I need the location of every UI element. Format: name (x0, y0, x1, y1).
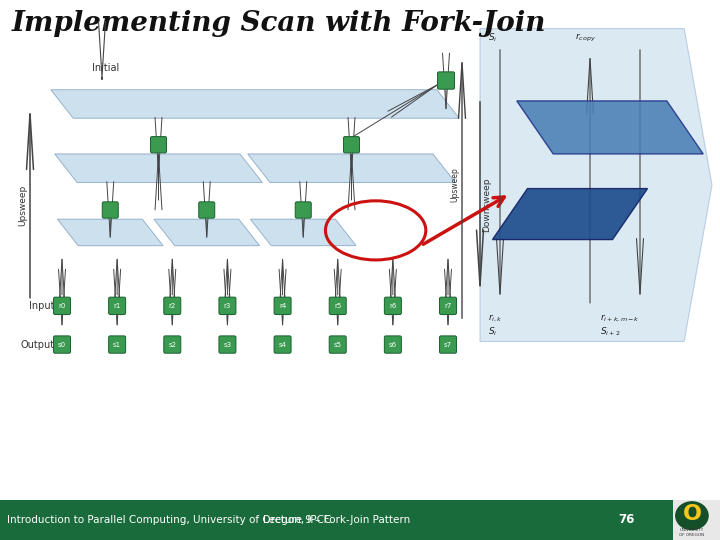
Text: Output: Output (21, 340, 55, 349)
FancyBboxPatch shape (384, 336, 401, 353)
Polygon shape (58, 219, 163, 246)
FancyBboxPatch shape (274, 297, 291, 314)
Polygon shape (517, 101, 703, 154)
Text: s4: s4 (279, 342, 287, 348)
FancyBboxPatch shape (329, 297, 346, 314)
Text: 76: 76 (618, 513, 634, 526)
FancyBboxPatch shape (109, 336, 126, 353)
FancyBboxPatch shape (439, 336, 456, 353)
Text: Upsweep: Upsweep (19, 184, 27, 226)
FancyBboxPatch shape (53, 336, 71, 353)
Text: Downsweep: Downsweep (482, 178, 492, 232)
FancyBboxPatch shape (102, 202, 118, 218)
Polygon shape (492, 188, 647, 240)
Text: r1: r1 (114, 303, 121, 309)
Text: $S_i$: $S_i$ (488, 326, 498, 339)
FancyBboxPatch shape (163, 297, 181, 314)
Text: Input: Input (30, 301, 55, 311)
Text: r2: r2 (168, 303, 176, 309)
Text: s0: s0 (58, 342, 66, 348)
Text: r7: r7 (444, 303, 451, 309)
FancyBboxPatch shape (295, 202, 311, 218)
FancyBboxPatch shape (343, 137, 359, 153)
FancyBboxPatch shape (163, 336, 181, 353)
FancyBboxPatch shape (109, 297, 126, 314)
FancyBboxPatch shape (199, 202, 215, 218)
FancyBboxPatch shape (150, 137, 166, 153)
Polygon shape (251, 219, 356, 246)
FancyBboxPatch shape (384, 297, 401, 314)
Text: s3: s3 (223, 342, 232, 348)
Polygon shape (248, 154, 455, 183)
Text: r6: r6 (390, 303, 397, 309)
Text: O: O (683, 504, 701, 524)
Text: $S_{i+2}$: $S_{i+2}$ (600, 326, 621, 339)
Polygon shape (480, 29, 712, 341)
Circle shape (675, 501, 708, 530)
FancyBboxPatch shape (329, 336, 346, 353)
FancyBboxPatch shape (438, 72, 454, 89)
FancyBboxPatch shape (219, 297, 236, 314)
Text: s7: s7 (444, 342, 452, 348)
Text: $r_{i,k}$: $r_{i,k}$ (488, 313, 503, 324)
FancyBboxPatch shape (439, 297, 456, 314)
Text: $r_{i+k,m-k}$: $r_{i+k,m-k}$ (600, 313, 640, 324)
Polygon shape (154, 219, 260, 246)
Text: r0: r0 (58, 303, 66, 309)
Polygon shape (51, 90, 459, 118)
Text: $S_i$: $S_i$ (488, 32, 498, 44)
Text: s5: s5 (333, 342, 342, 348)
FancyBboxPatch shape (274, 336, 291, 353)
Text: Lecture 9 – Fork-Join Pattern: Lecture 9 – Fork-Join Pattern (263, 515, 410, 525)
Text: r3: r3 (224, 303, 231, 309)
Polygon shape (55, 154, 262, 183)
Text: r4: r4 (279, 303, 286, 309)
Text: s1: s1 (113, 342, 121, 348)
Text: Initial: Initial (92, 63, 120, 73)
Text: r5: r5 (334, 303, 341, 309)
Text: $r_{copy}$: $r_{copy}$ (575, 32, 596, 44)
Text: s6: s6 (389, 342, 397, 348)
Text: UNIVERSITY
OF OREGON: UNIVERSITY OF OREGON (680, 529, 704, 537)
Text: Implementing Scan with Fork-Join: Implementing Scan with Fork-Join (12, 10, 546, 37)
FancyBboxPatch shape (53, 297, 71, 314)
FancyBboxPatch shape (219, 336, 236, 353)
Text: Introduction to Parallel Computing, University of Oregon, IPCC: Introduction to Parallel Computing, Univ… (6, 515, 331, 525)
Text: s2: s2 (168, 342, 176, 348)
Text: Upsweep: Upsweep (451, 167, 459, 202)
